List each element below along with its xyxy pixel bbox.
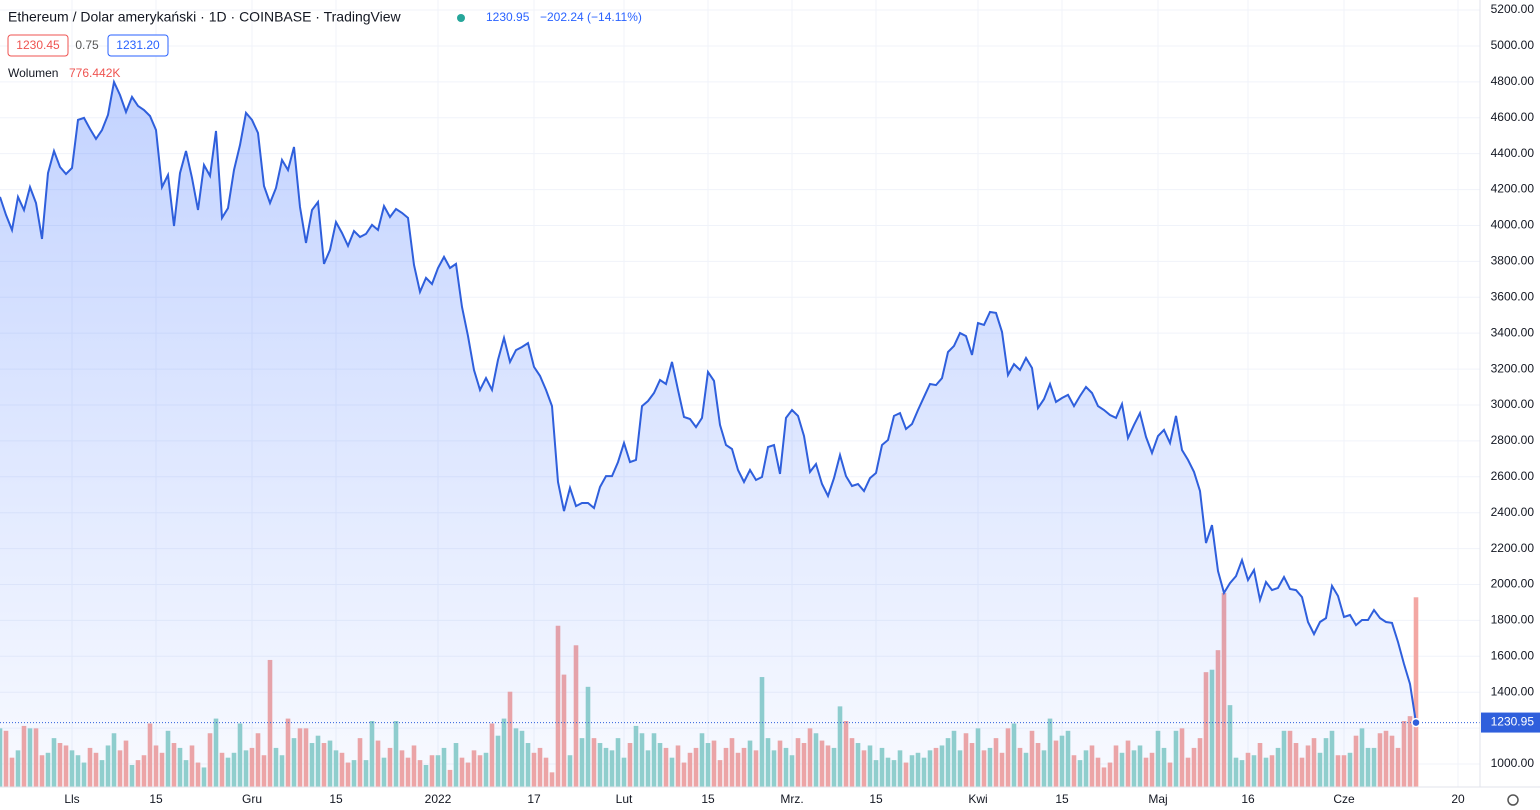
x-tick-label: Lls bbox=[64, 792, 79, 806]
y-tick-label: 1800.00 bbox=[1491, 613, 1535, 627]
y-tick-label: 4200.00 bbox=[1491, 182, 1535, 196]
y-tick-label: 5000.00 bbox=[1491, 38, 1535, 52]
y-tick-label: 2600.00 bbox=[1491, 469, 1535, 483]
y-tick-label: 4400.00 bbox=[1491, 146, 1535, 160]
x-tick-label: 17 bbox=[527, 792, 541, 806]
price-change: −202.24 (−14.11%) bbox=[540, 10, 642, 24]
spread: 0.75 bbox=[75, 38, 99, 52]
x-tick-label: Cze bbox=[1333, 792, 1355, 806]
volume-value: 776.442K bbox=[69, 66, 120, 80]
x-tick-label: Lut bbox=[616, 792, 633, 806]
settings-icon[interactable] bbox=[1507, 794, 1519, 806]
x-tick-label: Maj bbox=[1148, 792, 1167, 806]
x-tick-label: Mrz. bbox=[780, 792, 803, 806]
y-tick-label: 3200.00 bbox=[1491, 361, 1535, 375]
y-tick-label: 1400.00 bbox=[1491, 684, 1535, 698]
y-tick-label: 3400.00 bbox=[1491, 325, 1535, 339]
status-dot bbox=[457, 14, 465, 22]
y-tick-label: 2200.00 bbox=[1491, 541, 1535, 555]
chart-title: Ethereum / Dolar amerykański · 1D · COIN… bbox=[8, 9, 402, 25]
y-tick-label: 3000.00 bbox=[1491, 397, 1535, 411]
x-tick-label: 15 bbox=[149, 792, 163, 806]
x-tick-label: 15 bbox=[1055, 792, 1069, 806]
x-tick-label: Gru bbox=[242, 792, 262, 806]
y-tick-label: 2000.00 bbox=[1491, 577, 1535, 591]
ask: 1231.20 bbox=[116, 38, 160, 52]
y-tick-label: 2400.00 bbox=[1491, 505, 1535, 519]
volume-title: Wolumen bbox=[8, 66, 58, 80]
bid-box bbox=[7, 34, 69, 57]
y-tick-label: 4600.00 bbox=[1491, 110, 1535, 124]
price-line bbox=[0, 78, 1417, 723]
x-tick-label: 15 bbox=[701, 792, 715, 806]
last-price: 1230.95 bbox=[486, 10, 530, 24]
last-point bbox=[1411, 717, 1421, 728]
x-tick-label: 16 bbox=[1241, 792, 1255, 806]
x-tick-label: 15 bbox=[869, 792, 883, 806]
price-area bbox=[0, 82, 1416, 787]
y-tick-label: 4000.00 bbox=[1491, 218, 1535, 232]
y-tick-label: 1000.00 bbox=[1491, 756, 1535, 770]
y-tick-label: 4800.00 bbox=[1491, 74, 1535, 88]
y-tick-label: 1600.00 bbox=[1491, 648, 1535, 662]
volume-bar bbox=[1413, 597, 1419, 787]
bid: 1230.45 bbox=[16, 38, 60, 52]
price-badge-label: 1230.95 bbox=[1491, 715, 1535, 729]
y-tick-label: 5200.00 bbox=[1491, 2, 1535, 16]
x-tick-label: 20 bbox=[1451, 792, 1465, 806]
ask-box bbox=[107, 34, 169, 57]
x-tick-label: 2022 bbox=[425, 792, 452, 806]
y-tick-label: 2800.00 bbox=[1491, 433, 1535, 447]
y-tick-label: 3800.00 bbox=[1491, 254, 1535, 268]
y-tick-label: 3600.00 bbox=[1491, 289, 1535, 303]
price-badge bbox=[1481, 712, 1540, 733]
x-tick-label: 15 bbox=[329, 792, 343, 806]
x-tick-label: Kwi bbox=[968, 792, 987, 806]
